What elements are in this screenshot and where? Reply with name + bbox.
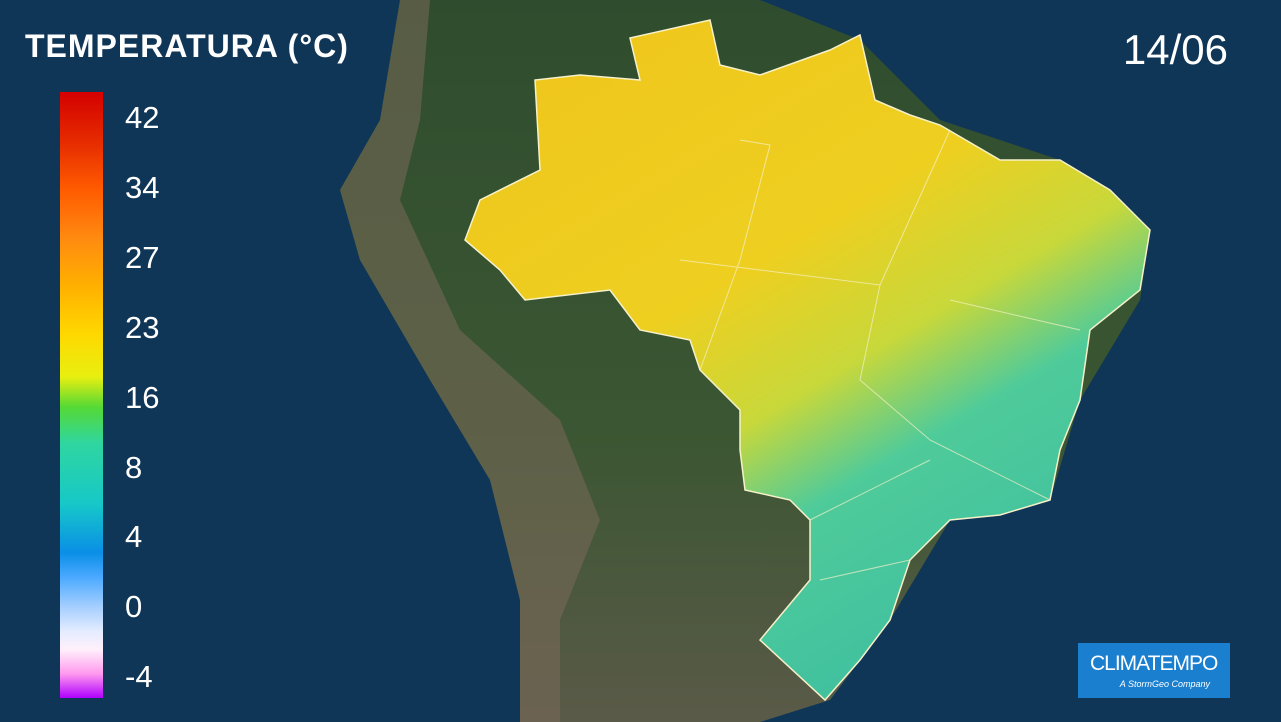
legend-label: 8	[125, 449, 143, 485]
legend-label: 42	[125, 100, 160, 135]
color-scale	[60, 92, 103, 698]
logo: CLIMATEMPO A StormGeo Company	[1078, 643, 1230, 698]
logo-tagline: A StormGeo Company	[1119, 679, 1210, 689]
title: TEMPERATURA (°C)	[25, 28, 349, 64]
date: 14/06	[1122, 26, 1228, 73]
legend-label: 0	[125, 589, 143, 625]
legend-label: 23	[125, 309, 160, 345]
legend-label: 27	[125, 239, 160, 275]
legend-label: 16	[125, 379, 160, 415]
brazil	[464, 19, 1151, 702]
andes	[340, 0, 600, 722]
logo-name: CLIMATEMPO	[1090, 652, 1218, 675]
legend-label: 34	[125, 169, 160, 205]
legend-label: 4	[125, 519, 143, 555]
legend-label: -4	[125, 659, 153, 695]
state-borders	[679, 129, 1081, 581]
